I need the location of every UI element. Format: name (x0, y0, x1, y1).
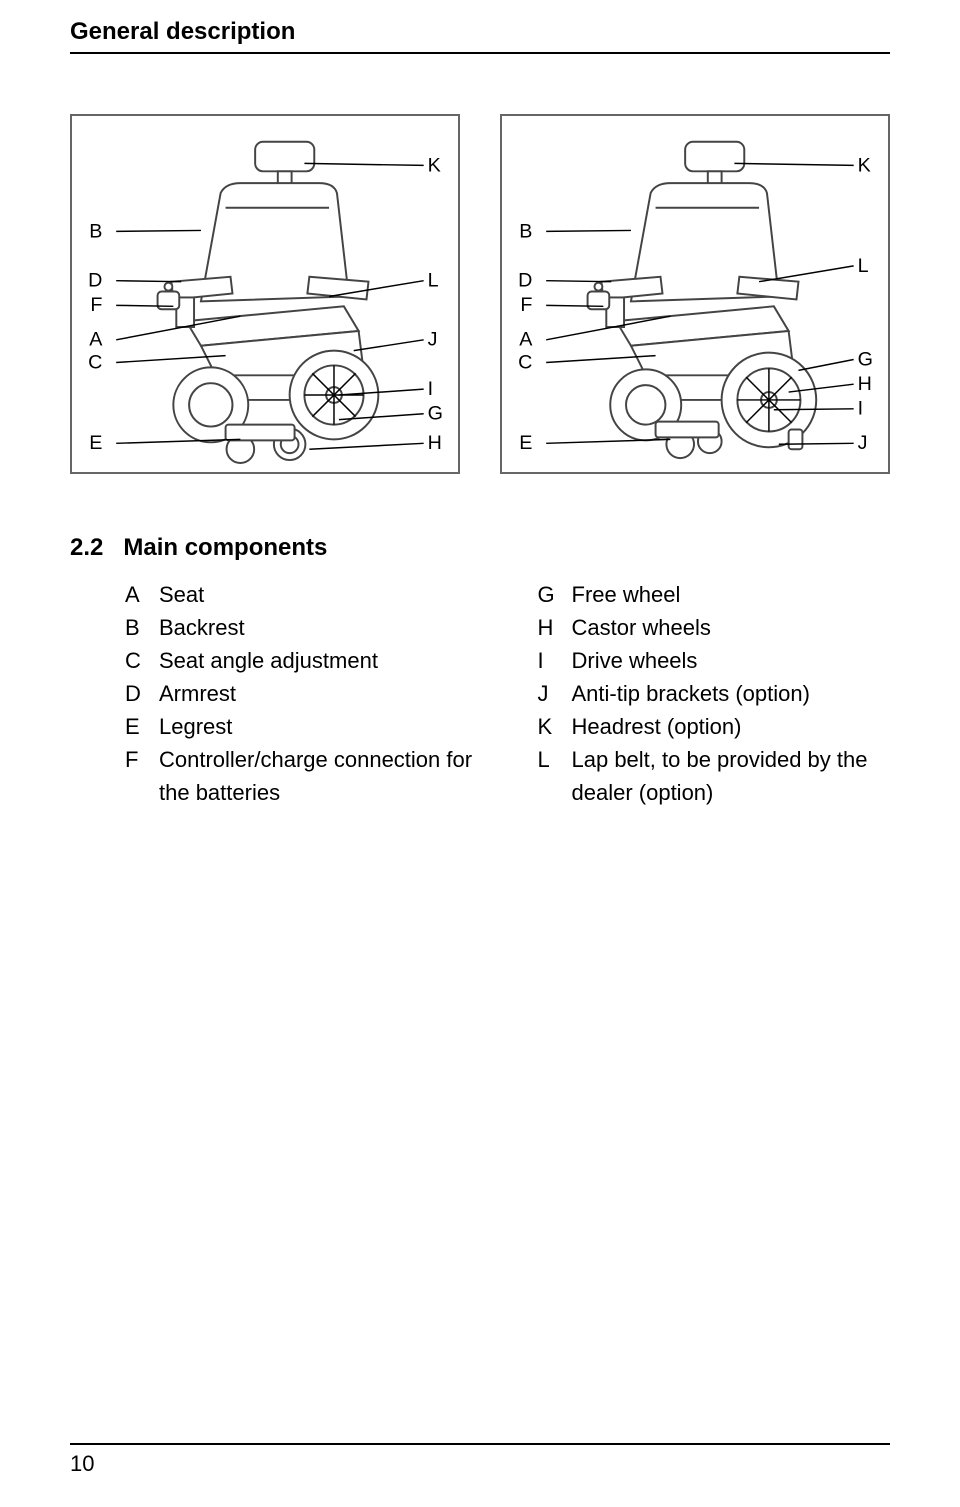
component-key: F (125, 743, 159, 809)
svg-text:E: E (89, 432, 102, 454)
component-key: C (125, 644, 159, 677)
component-value: Controller/charge connection for the bat… (159, 743, 478, 809)
svg-text:B: B (519, 220, 532, 242)
svg-text:E: E (519, 432, 532, 454)
page-header-title: General description (70, 18, 890, 54)
component-key: K (538, 710, 572, 743)
svg-text:A: A (519, 329, 533, 351)
component-row: FController/charge connection for the ba… (125, 743, 478, 809)
svg-text:C: C (518, 351, 532, 373)
wheelchair-diagram-left: B DFAC E K L J IGH (80, 124, 450, 464)
section-title: Main components (123, 534, 327, 561)
component-value: Seat (159, 578, 478, 611)
component-key: E (125, 710, 159, 743)
component-key: L (538, 743, 572, 809)
component-row: BBackrest (125, 611, 478, 644)
svg-text:J: J (858, 432, 868, 454)
component-value: Castor wheels (572, 611, 891, 644)
component-row: CSeat angle adjustment (125, 644, 478, 677)
figure-right: B DFAC E K L GHIJ (500, 114, 890, 474)
svg-text:D: D (88, 270, 102, 292)
svg-text:H: H (428, 432, 442, 454)
component-key: I (538, 644, 572, 677)
svg-text:A: A (89, 329, 103, 351)
svg-text:L: L (858, 255, 869, 277)
component-key: D (125, 677, 159, 710)
svg-text:C: C (88, 351, 102, 373)
section-heading: 2.2 Main components (70, 534, 890, 562)
component-value: Free wheel (572, 578, 891, 611)
component-row: KHeadrest (option) (538, 710, 891, 743)
wheelchair-diagram-right: B DFAC E K L GHIJ (510, 124, 880, 464)
component-value: Seat angle adjustment (159, 644, 478, 677)
component-row: GFree wheel (538, 578, 891, 611)
svg-text:K: K (428, 154, 441, 176)
svg-text:K: K (858, 154, 871, 176)
page-footer: 10 (70, 1443, 890, 1477)
component-key: G (538, 578, 572, 611)
svg-text:L: L (428, 270, 439, 292)
svg-text:B: B (89, 220, 102, 242)
figures-row: BDFACEKLJIGH (70, 114, 890, 474)
component-key: B (125, 611, 159, 644)
component-value: Lap belt, to be provided by the dealer (… (572, 743, 891, 809)
components-columns: ASeatBBackrestCSeat angle adjustmentDArm… (70, 578, 890, 809)
section-number: 2.2 (70, 534, 103, 561)
component-value: Drive wheels (572, 644, 891, 677)
svg-text:G: G (858, 348, 873, 370)
component-value: Backrest (159, 611, 478, 644)
component-row: JAnti-tip brackets (option) (538, 677, 891, 710)
svg-text:I: I (428, 378, 433, 400)
svg-text:J: J (428, 329, 438, 351)
components-right-column: GFree wheelHCastor wheelsIDrive wheelsJA… (538, 578, 891, 809)
component-row: ELegrest (125, 710, 478, 743)
component-row: HCastor wheels (538, 611, 891, 644)
component-row: DArmrest (125, 677, 478, 710)
components-left-column: ASeatBBackrestCSeat angle adjustmentDArm… (125, 578, 478, 809)
component-row: ASeat (125, 578, 478, 611)
figure-left: B DFAC E K L J IGH (70, 114, 460, 474)
component-value: Armrest (159, 677, 478, 710)
component-value: Legrest (159, 710, 478, 743)
component-value: Headrest (option) (572, 710, 891, 743)
component-row: IDrive wheels (538, 644, 891, 677)
svg-text:D: D (518, 270, 532, 292)
svg-text:F: F (520, 294, 532, 316)
svg-text:I: I (858, 398, 863, 420)
svg-text:G: G (428, 403, 443, 425)
component-value: Anti-tip brackets (option) (572, 677, 891, 710)
component-key: J (538, 677, 572, 710)
component-row: LLap belt, to be provided by the dealer … (538, 743, 891, 809)
component-key: A (125, 578, 159, 611)
svg-text:H: H (858, 373, 872, 395)
component-key: H (538, 611, 572, 644)
page-number: 10 (70, 1451, 94, 1476)
svg-text:F: F (90, 294, 102, 316)
